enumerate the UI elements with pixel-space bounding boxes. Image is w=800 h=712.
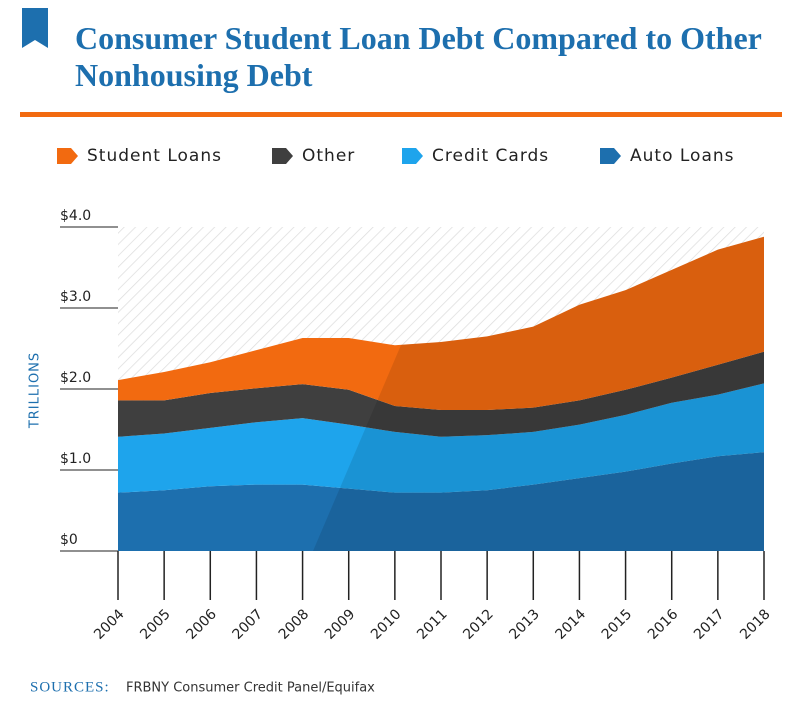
legend-swatch [402,148,423,164]
x-tick-label: 2016 [645,606,682,643]
legend-label: Credit Cards [432,146,549,166]
title-rule [20,112,782,117]
x-tick-label: 2013 [506,606,543,643]
chart-title: Consumer Student Loan Debt Compared to O… [75,20,762,93]
x-tick-label: 2006 [183,606,220,643]
area [118,452,764,551]
y-axis-label: TRILLIONS [28,352,43,429]
x-tick-label: 2010 [368,606,405,643]
legend-label: Other [302,146,355,166]
x-tick-label: 2015 [599,606,636,643]
x-tick-label: 2009 [322,606,359,643]
x-tick-label: 2008 [276,606,313,643]
x-tick-label: 2007 [230,606,267,643]
area [118,236,764,411]
y-tick-label: $1.0 [60,451,91,467]
y-tick-label: $2.0 [60,370,91,386]
legend-swatch [272,148,293,164]
area [118,351,764,437]
x-tick-label: 2012 [460,606,497,643]
bookmark-icon [22,8,48,48]
legend-swatch [57,148,78,164]
x-tick-label: 2005 [137,606,174,643]
y-tick-label: $4.0 [60,208,91,224]
x-tick-label: 2018 [737,606,774,643]
x-tick-label: 2004 [91,606,128,643]
source: FRBNY Consumer Credit Panel/Equifax [126,681,375,696]
legend-label: Auto Loans [630,146,735,166]
legend-swatch [600,148,621,164]
source-label: SOURCES: [30,679,110,695]
legend-label: Student Loans [87,146,222,166]
x-tick-label: 2011 [414,606,451,643]
y-tick-label: $3.0 [60,289,91,305]
x-tick-label: 2017 [691,606,728,643]
y-tick-label: $0 [60,532,78,548]
area [118,383,764,493]
x-tick-label: 2014 [553,606,590,643]
